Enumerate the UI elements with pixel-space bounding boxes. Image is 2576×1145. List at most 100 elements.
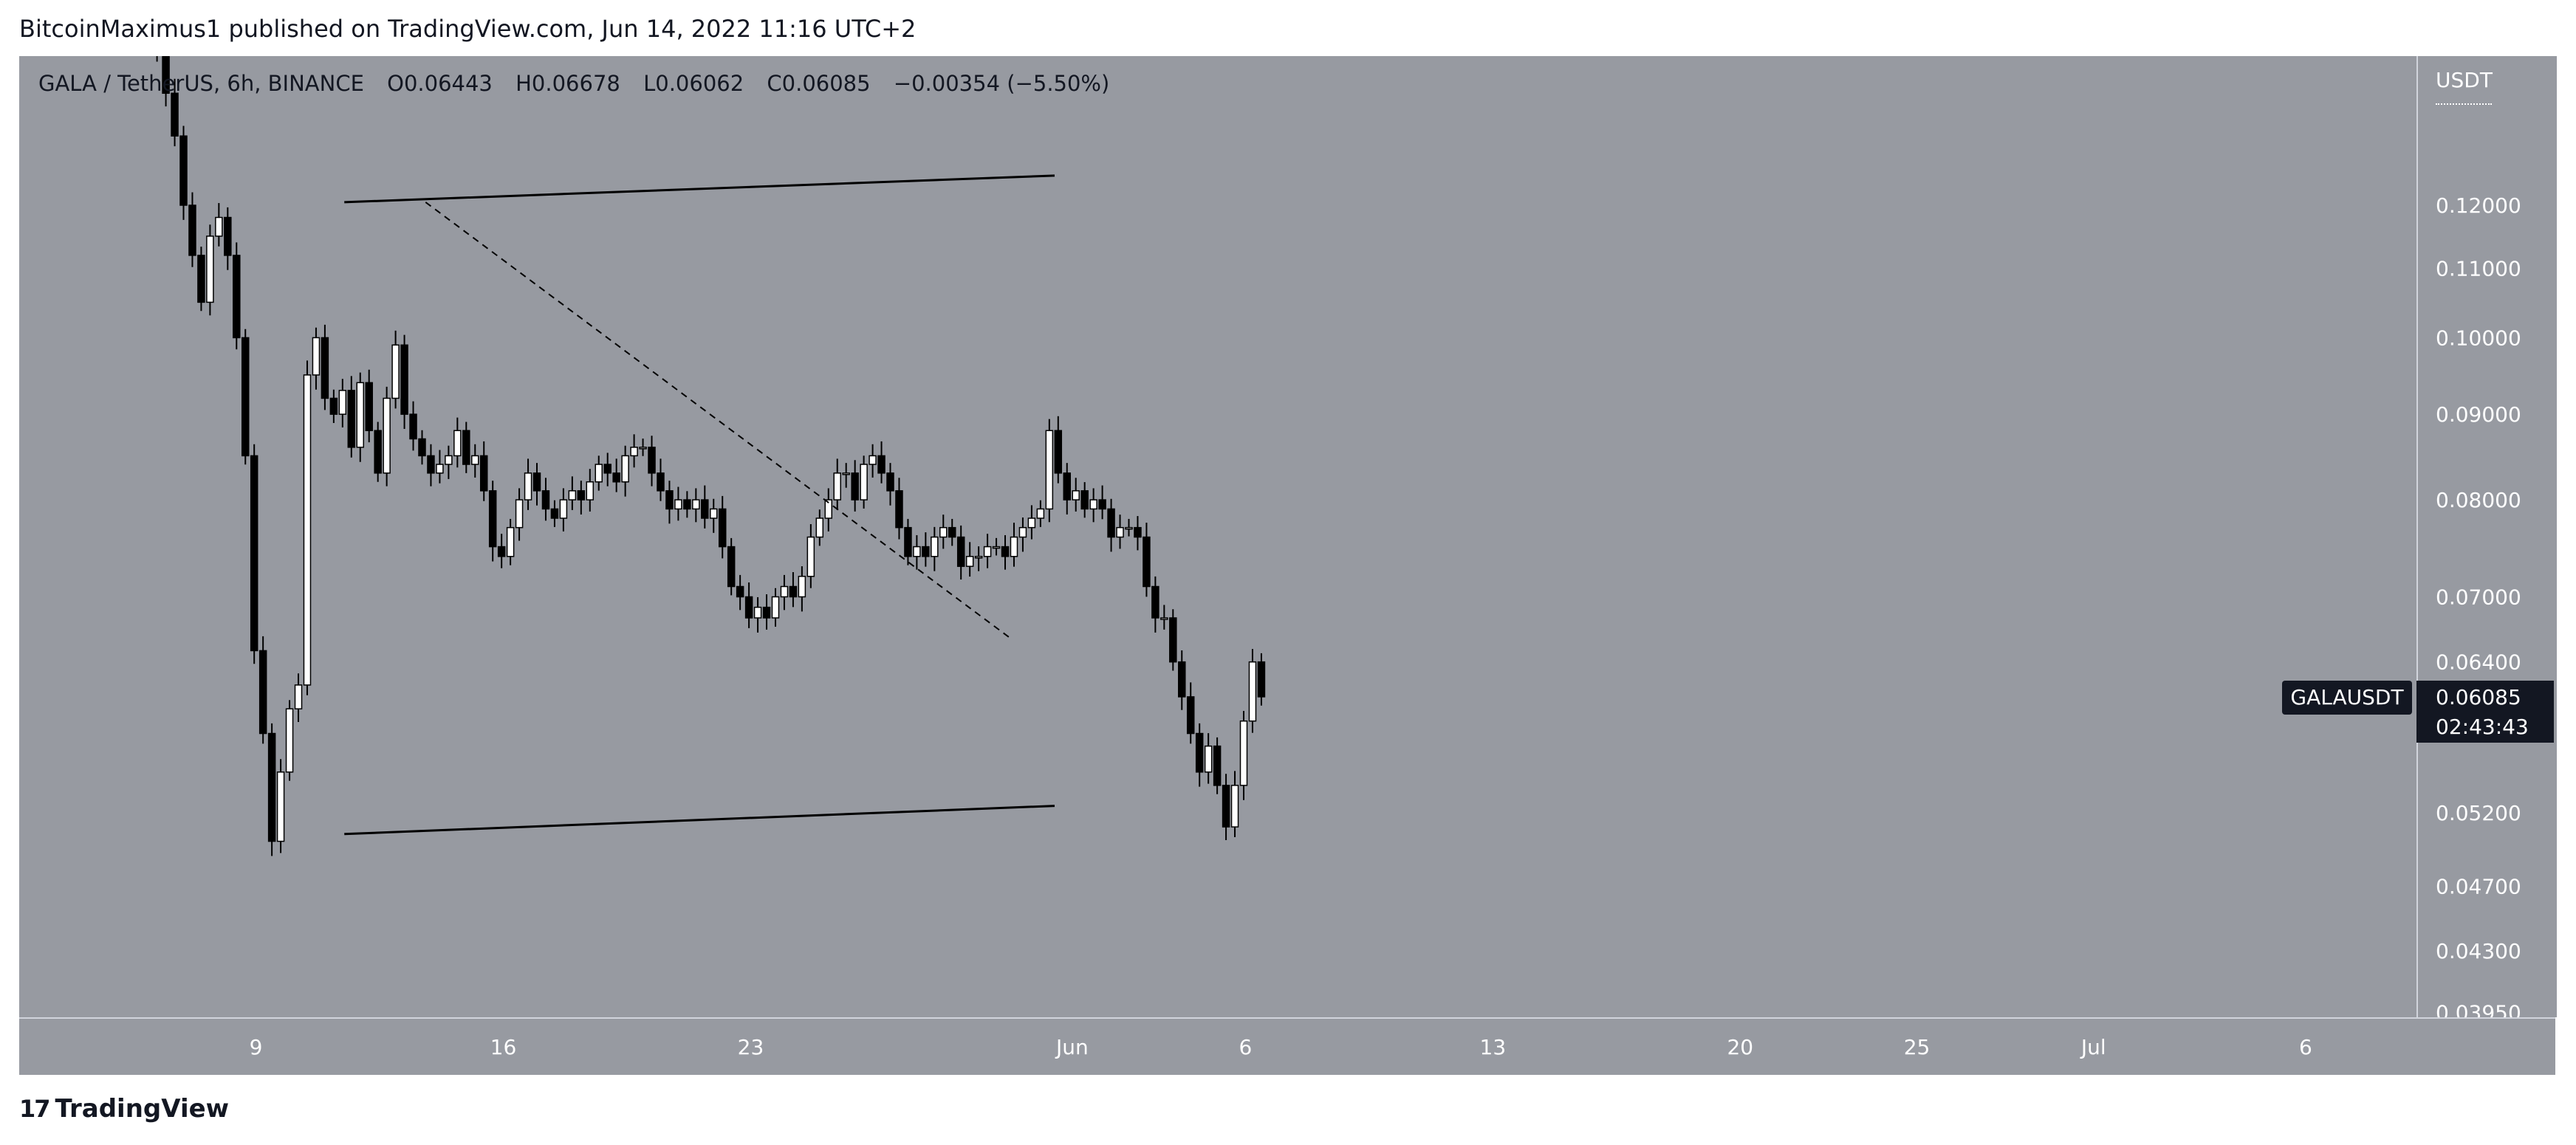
candle [550, 500, 559, 527]
candle-body-bear [258, 650, 267, 735]
candle-body-bear [956, 536, 965, 567]
chart-pane[interactable] [19, 56, 2416, 1017]
candle-body-bull [639, 447, 647, 450]
candle [524, 458, 532, 510]
candle [1169, 609, 1177, 671]
candle [577, 481, 586, 515]
candle [365, 369, 373, 443]
time-tick-label: 23 [738, 1035, 764, 1059]
currency-label[interactable]: USDT [2436, 68, 2493, 92]
candle-body-bear [683, 499, 691, 510]
candle-body-bull [206, 235, 214, 303]
candle-body-bear [162, 56, 170, 94]
price-chart[interactable] [19, 56, 2416, 1017]
candle [568, 476, 577, 510]
lower-channel-line [344, 805, 1055, 836]
candle-body-bull [515, 499, 524, 529]
candle-body-bear [762, 606, 771, 619]
candle [586, 469, 595, 512]
candle [197, 247, 205, 312]
candle-body-bear [851, 472, 859, 501]
upper-channel-line [344, 174, 1055, 204]
candle [683, 491, 691, 518]
candle-body-bull [285, 708, 294, 773]
tradingview-logo[interactable]: 17 TradingView [19, 1094, 229, 1124]
descending-resistance-line [425, 202, 1013, 641]
candle-body-bull [771, 596, 780, 619]
candle-body-bull [806, 536, 815, 577]
candle-body-bear [267, 732, 276, 842]
candle-body-bull [869, 455, 877, 465]
candle-body-bear [886, 472, 894, 492]
candle-body-bear [877, 455, 886, 474]
price-tick-label: 0.04700 [2436, 874, 2521, 898]
candle [657, 458, 665, 501]
price-tick-label: 0.10000 [2436, 326, 2521, 350]
candle-body-bear [1134, 526, 1142, 538]
candle-body-bear [541, 490, 550, 510]
candle [939, 515, 948, 549]
candle [621, 445, 629, 497]
price-scale[interactable]: 0.12000 0.11000 0.10000 0.09000 0.08000 0.070… [2416, 56, 2557, 1025]
candle [1045, 419, 1054, 523]
candle-body-bull [798, 575, 806, 598]
candle-body-bear [329, 397, 338, 415]
candle [931, 526, 939, 571]
candle-body-bull [815, 518, 824, 538]
candle-body-bull [692, 499, 700, 510]
candle [1257, 653, 1266, 706]
candle [224, 207, 232, 270]
candle [1107, 498, 1115, 552]
candle [1186, 682, 1195, 744]
candle [515, 488, 524, 541]
candle [692, 488, 700, 523]
candle-body-bull [913, 546, 921, 557]
candle [1027, 505, 1036, 540]
candle [374, 422, 382, 482]
candle-body-bull [436, 464, 444, 474]
candle [285, 700, 294, 781]
candle-body-bear [922, 546, 930, 557]
candle [233, 242, 241, 350]
candle-body-bear [948, 526, 956, 538]
candle-body-bull [974, 556, 983, 559]
symbol-legend: GALA / TetherUS, 6h, BINANCE O0.06443 H0… [38, 71, 1109, 96]
candle [736, 574, 744, 611]
candle [1018, 517, 1027, 552]
candle-body-bull [630, 447, 638, 457]
candle [471, 444, 479, 478]
candle-body-bull [586, 481, 595, 501]
candle [1239, 711, 1248, 800]
candle [347, 376, 356, 458]
candle-body-bull [524, 472, 532, 501]
candle-body-bull [1116, 526, 1124, 538]
close-value: 0.06085 [781, 71, 871, 96]
candle [877, 441, 886, 484]
candle [833, 458, 841, 510]
candle-body-bear [603, 464, 612, 474]
candle [1222, 774, 1230, 840]
candle-body-bull [992, 546, 1001, 549]
candle [171, 78, 179, 147]
candle [156, 56, 158, 62]
candle-body-bull [824, 499, 833, 519]
candle [479, 441, 488, 501]
symbol-title[interactable]: GALA / TetherUS, 6h, BINANCE [38, 71, 364, 96]
candle [886, 463, 894, 506]
candle [445, 445, 453, 479]
candle [541, 478, 550, 521]
last-price: 0.06085 [2436, 685, 2521, 709]
candle-body-bear [233, 255, 241, 339]
candle [303, 360, 312, 695]
candle [1001, 534, 1010, 570]
candle [206, 224, 214, 316]
candle [753, 596, 762, 633]
candle-body-bear [374, 430, 382, 474]
candle [1072, 478, 1080, 512]
time-scale[interactable]: 9 16 23 Jun 6 13 20 25 Jul 6 [19, 1017, 2555, 1075]
candle [1178, 650, 1186, 710]
candle-body-bull [833, 472, 841, 501]
candle-body-bear [789, 585, 798, 598]
candle-body-bull [383, 397, 391, 474]
candle-body-bear [895, 490, 903, 529]
